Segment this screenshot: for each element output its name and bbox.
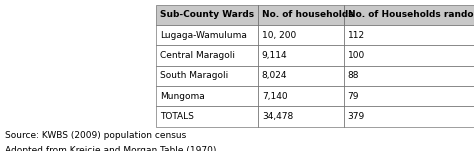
- Text: 10, 200: 10, 200: [262, 31, 296, 40]
- Bar: [156, 5, 258, 25]
- Bar: [258, 86, 344, 106]
- Bar: [156, 106, 258, 127]
- Text: Mungoma: Mungoma: [160, 92, 205, 101]
- Bar: [258, 66, 344, 86]
- Text: Source: KWBS (2009) population census: Source: KWBS (2009) population census: [5, 131, 186, 140]
- Text: 100: 100: [347, 51, 365, 60]
- Bar: [344, 25, 474, 45]
- Bar: [156, 86, 258, 106]
- Bar: [258, 45, 344, 66]
- Text: 379: 379: [347, 112, 365, 121]
- Bar: [344, 5, 474, 25]
- Bar: [344, 45, 474, 66]
- Bar: [258, 106, 344, 127]
- Text: 88: 88: [347, 71, 359, 80]
- Bar: [344, 106, 474, 127]
- Text: 9,114: 9,114: [262, 51, 287, 60]
- Text: 34,478: 34,478: [262, 112, 293, 121]
- Bar: [156, 25, 258, 45]
- Text: TOTALS: TOTALS: [160, 112, 194, 121]
- Text: No. of households: No. of households: [262, 10, 354, 19]
- Text: Sub-County Wards: Sub-County Wards: [160, 10, 255, 19]
- Text: 8,024: 8,024: [262, 71, 287, 80]
- Text: 7,140: 7,140: [262, 92, 287, 101]
- Bar: [258, 25, 344, 45]
- Text: Adopted from Krejcie and Morgan Table (1970): Adopted from Krejcie and Morgan Table (1…: [5, 146, 216, 151]
- Text: No. of Households randomly picked: No. of Households randomly picked: [347, 10, 474, 19]
- Bar: [156, 45, 258, 66]
- Text: Lugaga-Wamuluma: Lugaga-Wamuluma: [160, 31, 247, 40]
- Bar: [258, 5, 344, 25]
- Text: South Maragoli: South Maragoli: [160, 71, 228, 80]
- Text: Central Maragoli: Central Maragoli: [160, 51, 235, 60]
- Bar: [344, 86, 474, 106]
- Text: 79: 79: [347, 92, 359, 101]
- Bar: [156, 66, 258, 86]
- Bar: [344, 66, 474, 86]
- Text: 112: 112: [347, 31, 365, 40]
